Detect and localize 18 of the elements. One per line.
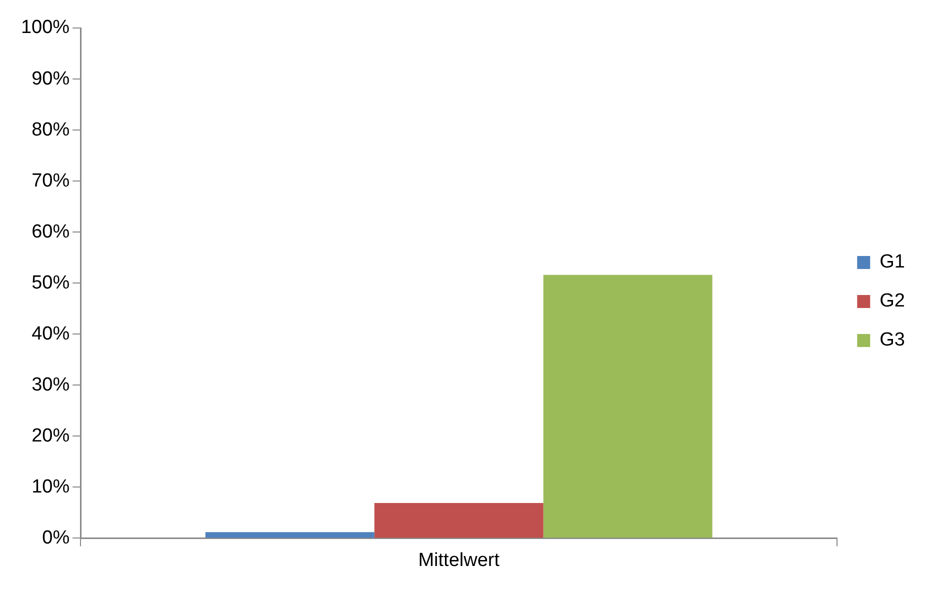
y-tick-label: 0% [42,527,70,548]
bar [374,502,544,538]
bar [543,274,712,538]
y-tick-label: 30% [32,374,70,396]
y-tick-label: 100% [20,17,70,38]
y-tick-label: 50% [32,272,70,294]
y-tick-label: 40% [32,323,70,344]
y-tick-label: 90% [32,68,70,90]
y-tick-label: 70% [32,170,70,192]
y-tick-label: 60% [32,221,70,242]
y-tick-label: 10% [32,476,70,498]
legend-label: G3 [880,330,906,351]
legend-label: G2 [880,290,906,312]
y-tick-label: 20% [32,425,70,446]
bar [205,532,374,538]
legend-label: G1 [880,252,906,273]
x-tick-label: Mittelwert [418,550,500,571]
y-tick-label: 80% [32,119,70,140]
